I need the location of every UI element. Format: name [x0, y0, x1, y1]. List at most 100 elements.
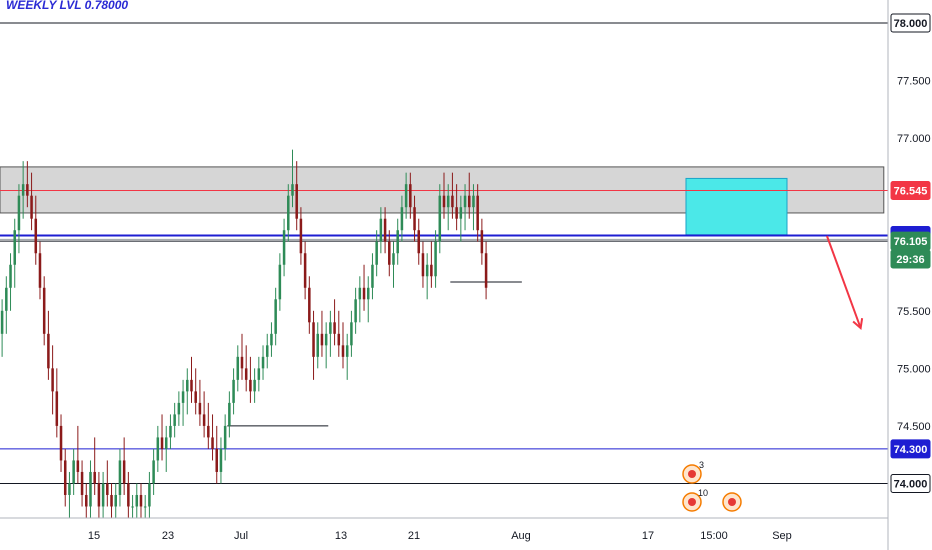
svg-text:78.000: 78.000	[894, 18, 928, 30]
consolidation-box[interactable]	[685, 177, 788, 236]
candle	[366, 276, 370, 323]
candle	[198, 379, 202, 426]
candle	[122, 437, 126, 495]
candle	[484, 241, 488, 300]
candle	[186, 368, 189, 415]
candle	[160, 414, 164, 461]
candle	[135, 483, 139, 518]
time-tick-5: Aug	[511, 530, 531, 542]
candle	[244, 345, 248, 392]
candle	[223, 414, 227, 461]
candle	[265, 333, 269, 369]
candle	[228, 391, 231, 438]
candle	[72, 448, 75, 495]
candle	[455, 184, 458, 231]
candle	[236, 345, 240, 392]
candle	[333, 299, 336, 346]
candle	[299, 207, 303, 265]
candle	[345, 333, 349, 380]
candles-layer	[0, 149, 488, 518]
time-tick-4: 21	[408, 530, 420, 542]
candle	[106, 460, 109, 507]
candle	[392, 241, 395, 288]
candle	[143, 494, 147, 518]
candle	[17, 184, 21, 254]
candle	[219, 437, 223, 484]
svg-text:76.545: 76.545	[894, 186, 928, 198]
time-axis[interactable]: 15 23 Jul 13 21 Aug 17 15:00 Sep	[88, 530, 792, 542]
candle	[295, 161, 298, 231]
candle	[156, 425, 160, 472]
candle	[5, 276, 8, 334]
candle	[350, 310, 353, 357]
candle	[354, 287, 357, 334]
candle	[240, 333, 244, 380]
candle	[434, 230, 437, 288]
price-badge-3: 76.105	[890, 231, 931, 251]
candle	[63, 448, 67, 507]
price-badge-5: 74.300	[890, 439, 931, 459]
candle	[118, 448, 122, 507]
candle	[375, 230, 378, 277]
candle	[341, 322, 345, 369]
svg-text:76.105: 76.105	[894, 236, 928, 248]
candle	[421, 241, 425, 288]
candle	[278, 253, 282, 311]
price-tick-3: 75.500	[897, 306, 931, 318]
candle	[337, 310, 341, 357]
candle	[303, 241, 307, 300]
candle	[211, 414, 214, 461]
zones-layer	[0, 166, 885, 236]
candle	[404, 172, 408, 219]
price-badge-6: 74.000	[890, 473, 931, 493]
event-count-1: 10	[698, 488, 708, 498]
candle	[232, 368, 235, 415]
candle	[38, 241, 42, 300]
plot-background	[0, 0, 888, 518]
candle	[21, 161, 25, 219]
candle	[215, 425, 219, 484]
candle	[282, 218, 286, 277]
candle	[68, 471, 71, 518]
candle	[131, 494, 134, 518]
svg-text:74.300: 74.300	[894, 444, 928, 456]
candle	[51, 345, 54, 415]
candle	[47, 310, 50, 380]
candle	[480, 218, 484, 265]
time-tick-2: Jul	[234, 530, 248, 542]
candle	[320, 310, 324, 357]
candle	[371, 253, 374, 300]
candle	[97, 471, 101, 518]
price-badge-1: 76.545	[890, 181, 931, 201]
candle	[148, 471, 151, 518]
event-marker-1[interactable]	[682, 492, 702, 512]
candle	[379, 207, 383, 254]
candle	[93, 437, 96, 495]
svg-text:29:36: 29:36	[896, 254, 924, 266]
event-marker-2[interactable]	[722, 492, 742, 512]
candle	[308, 276, 311, 334]
time-tick-6: 17	[642, 530, 654, 542]
candle	[400, 195, 404, 242]
candle	[13, 218, 16, 288]
candle	[139, 483, 143, 518]
candle	[425, 253, 429, 300]
candle	[26, 161, 29, 208]
candle	[253, 368, 256, 403]
candle	[59, 414, 63, 472]
candle	[362, 264, 366, 311]
price-badges: 78.00076.54576.15476.10529:3674.30074.00…	[890, 13, 931, 493]
candle	[459, 195, 463, 242]
candle	[85, 483, 88, 518]
event-marker-0[interactable]	[682, 464, 702, 484]
price-tick-2: 77.000	[897, 133, 931, 145]
event-markers[interactable]: 3 10	[682, 460, 742, 512]
candle	[463, 184, 467, 231]
price-badge-4: 29:36	[890, 249, 931, 269]
event-count-0: 3	[699, 460, 704, 470]
candle	[169, 414, 172, 449]
svg-text:74.000: 74.000	[894, 478, 928, 490]
candle	[30, 172, 33, 231]
price-tick-1: 77.500	[897, 76, 931, 88]
